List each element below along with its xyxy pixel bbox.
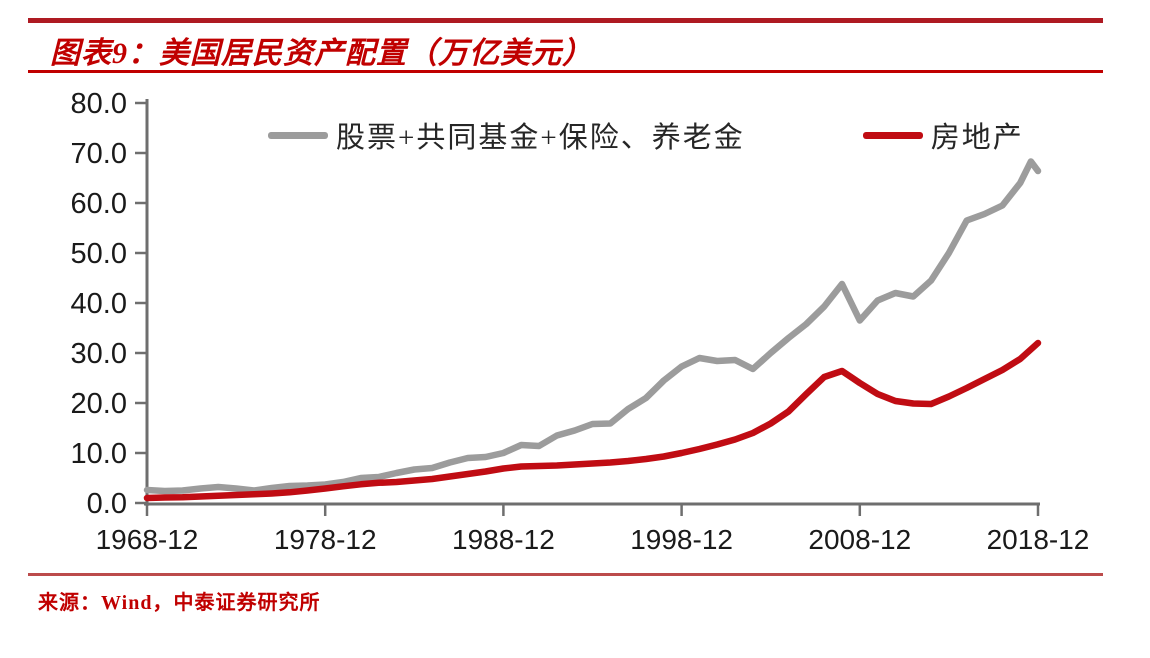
series-line-financial-assets — [143, 158, 1042, 495]
y-tick-label: 20.0 — [71, 388, 127, 420]
x-tick-label: 1968-12 — [96, 524, 199, 555]
x-tick-label: 1998-12 — [630, 524, 733, 555]
y-tick-label: 60.0 — [71, 188, 127, 220]
legend-item-financial-assets: 股票+共同基金+保险、养老金 — [268, 114, 745, 156]
y-tick-label: 30.0 — [71, 338, 127, 370]
y-tick-label: 0.0 — [87, 488, 127, 520]
source-text: 来源：Wind，中泰证券研究所 — [38, 592, 321, 614]
legend-label-financial-assets: 股票+共同基金+保险、养老金 — [336, 122, 745, 154]
title-underline-rule — [28, 70, 1103, 73]
y-tick-label: 70.0 — [71, 138, 127, 170]
y-tick-label: 80.0 — [71, 88, 127, 120]
series-line-real-estate — [143, 339, 1042, 502]
x-tick-label: 2008-12 — [808, 524, 911, 555]
chart-title: 图表9：美国居民资产配置（万亿美元） — [50, 37, 593, 70]
legend-label-real-estate: 房地产 — [930, 122, 1024, 154]
x-tick-label: 1988-12 — [452, 524, 555, 555]
x-tick-label: 2018-12 — [987, 524, 1090, 555]
source-divider-rule — [28, 573, 1103, 576]
legend-item-real-estate: 房地产 — [862, 114, 1024, 156]
y-tick-label: 50.0 — [71, 238, 127, 270]
red-line-swatch — [862, 131, 923, 139]
y-tick-label: 10.0 — [71, 438, 127, 470]
y-tick-label: 40.0 — [71, 288, 127, 320]
chart-legend: 股票+共同基金+保险、养老金 房地产 — [268, 114, 1024, 156]
top-accent-rule — [28, 18, 1103, 23]
gray-line-swatch — [268, 131, 328, 139]
x-tick-label: 1978-12 — [274, 524, 377, 555]
